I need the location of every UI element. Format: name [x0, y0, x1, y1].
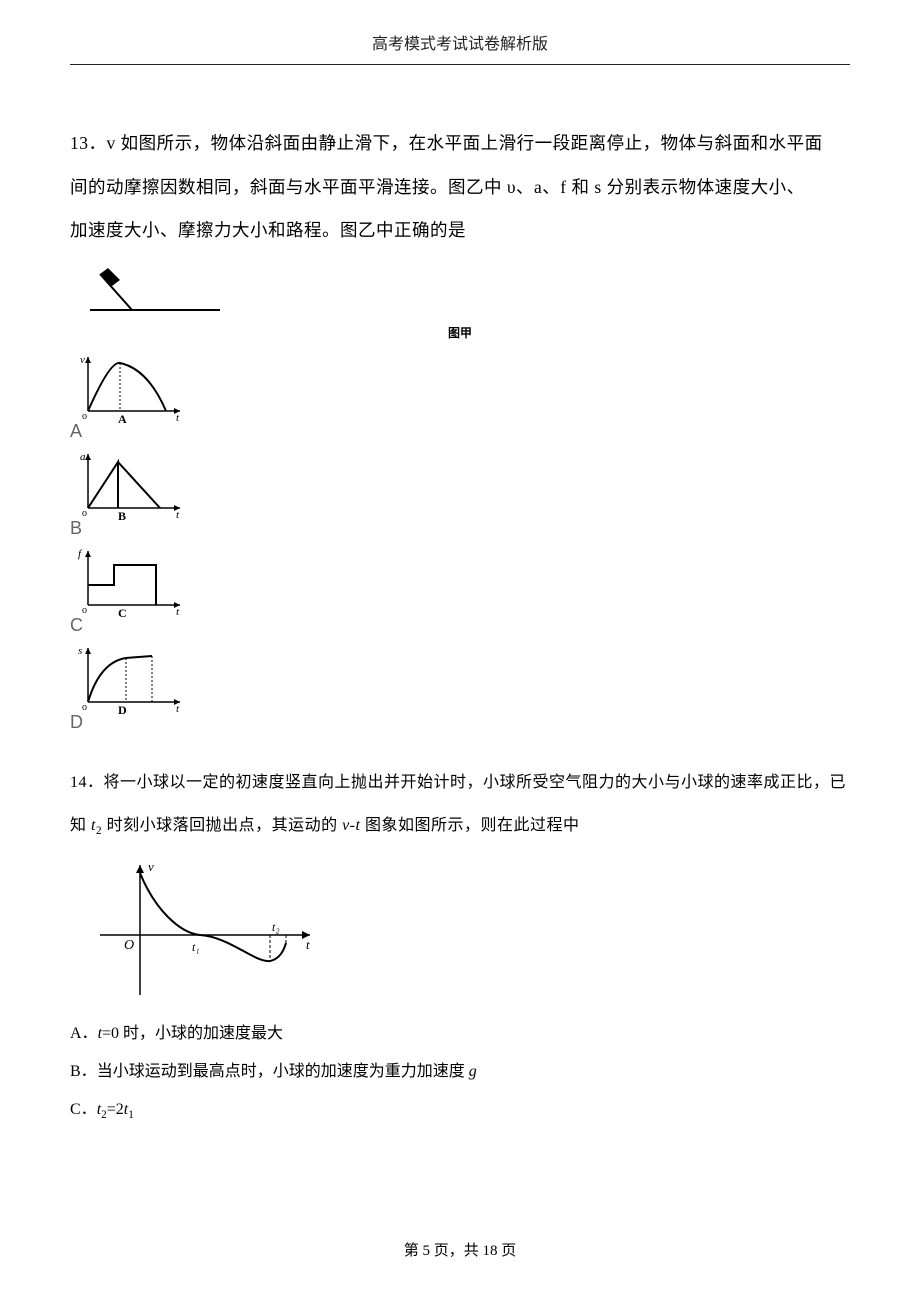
graph-B-sublabel: B: [118, 509, 126, 522]
graph-D-icon: s t o D: [70, 642, 190, 716]
q13-optA-label: A: [70, 421, 850, 442]
graph-C-sublabel: C: [118, 606, 127, 619]
footer-mid: 页，共: [430, 1243, 483, 1259]
q13-line2: 间的动摩擦因数相同，斜面与水平面平滑连接。图乙中 υ、a、f 和 s 分别表示物…: [70, 169, 850, 207]
graph-D-ylabel: s: [78, 645, 82, 657]
q14-l2-pre: 知: [70, 817, 91, 834]
q14-optC: C．t2=2t1: [70, 1091, 850, 1129]
graph-A-icon: v t o A: [70, 351, 190, 425]
q14-figure: v t O t₁ t₂: [70, 855, 850, 1005]
running-header: 高考模式考试试卷解析版: [70, 30, 850, 58]
footer-page: 5: [422, 1243, 430, 1259]
q13-main-figure: 图甲: [70, 260, 850, 341]
footer-pre: 第: [404, 1243, 423, 1259]
q13-optD-label: D: [70, 712, 850, 733]
q14-l2-vt: v-t: [342, 817, 360, 834]
q14-optA: A．t=0 时，小球的加速度最大: [70, 1015, 850, 1053]
q13-line1: 13．v 如图所示，物体沿斜面由静止滑下，在水平面上滑行一段距离停止，物体与斜面…: [70, 125, 850, 163]
q14-t1: t₁: [192, 940, 200, 954]
q13-option-B: a t o B B: [70, 448, 850, 539]
q13-line3: 加速度大小、摩擦力大小和路程。图乙中正确的是: [70, 212, 850, 250]
q14-optC-sub2: 1: [128, 1110, 134, 1122]
q13-optB-label: B: [70, 518, 850, 539]
graph-A-sublabel: A: [118, 412, 127, 425]
q14-origin: O: [124, 938, 134, 953]
q14-optB-text: 当小球运动到最高点时，小球的加速度为重力加速度: [97, 1063, 469, 1080]
q14-xlabel: t: [306, 937, 310, 952]
q14-line2: 知 t2 时刻小球落回抛出点，其运动的 v-t 图象如图所示，则在此过程中: [70, 808, 850, 845]
q13-option-D: s t o D D: [70, 642, 850, 733]
q13-number: 13．: [70, 133, 107, 153]
q14-number: 14．: [70, 774, 104, 791]
q14-optA-text: =0 时，小球的加速度最大: [102, 1025, 283, 1042]
header-rule: [70, 64, 850, 65]
q14-optC-label: C．: [70, 1101, 97, 1118]
graph-B-ylabel: a: [80, 451, 86, 463]
footer-post: 页: [498, 1243, 517, 1259]
q14-vt-graph: v t O t₁ t₂: [70, 855, 330, 1005]
q14-optB-label: B．: [70, 1063, 97, 1080]
graph-C-icon: f t o C: [70, 545, 190, 619]
graph-C-ylabel: f: [78, 548, 83, 560]
svg-text:o: o: [82, 411, 87, 422]
graph-B-icon: a t o B: [70, 448, 190, 522]
q13-fig-caption: 图甲: [70, 324, 850, 341]
incline-diagram: [70, 260, 230, 320]
q14-optA-label: A．: [70, 1025, 98, 1042]
graph-D-sublabel: D: [118, 703, 127, 716]
svg-text:o: o: [82, 508, 87, 519]
q13-text1: v 如图所示，物体沿斜面由静止滑下，在水平面上滑行一段距离停止，物体与斜面和水平…: [107, 133, 823, 153]
q14-line1: 14．将一小球以一定的初速度竖直向上抛出并开始计时，小球所受空气阻力的大小与小球…: [70, 765, 850, 802]
page-footer: 第 5 页，共 18 页: [0, 1239, 920, 1260]
q13-option-A: v t o A A: [70, 351, 850, 442]
graph-A-ylabel: v: [80, 354, 85, 366]
q14-optB: B．当小球运动到最高点时，小球的加速度为重力加速度 g: [70, 1053, 850, 1091]
q14-ylabel: v: [148, 859, 154, 874]
q14-text1: 将一小球以一定的初速度竖直向上抛出并开始计时，小球所受空气阻力的大小与小球的速率…: [104, 774, 847, 791]
footer-total: 18: [483, 1243, 498, 1259]
q13-option-C: f t o C C: [70, 545, 850, 636]
q14-l2-mid: 时刻小球落回抛出点，其运动的: [102, 817, 342, 834]
q14-optB-it: g: [469, 1063, 477, 1080]
q14-t2: t₂: [272, 920, 280, 934]
q13-optC-label: C: [70, 615, 850, 636]
page: 高考模式考试试卷解析版 13．v 如图所示，物体沿斜面由静止滑下，在水平面上滑行…: [0, 0, 920, 1290]
q14-optC-mid: =2: [107, 1101, 124, 1118]
q14-l2-post: 图象如图所示，则在此过程中: [360, 817, 579, 834]
